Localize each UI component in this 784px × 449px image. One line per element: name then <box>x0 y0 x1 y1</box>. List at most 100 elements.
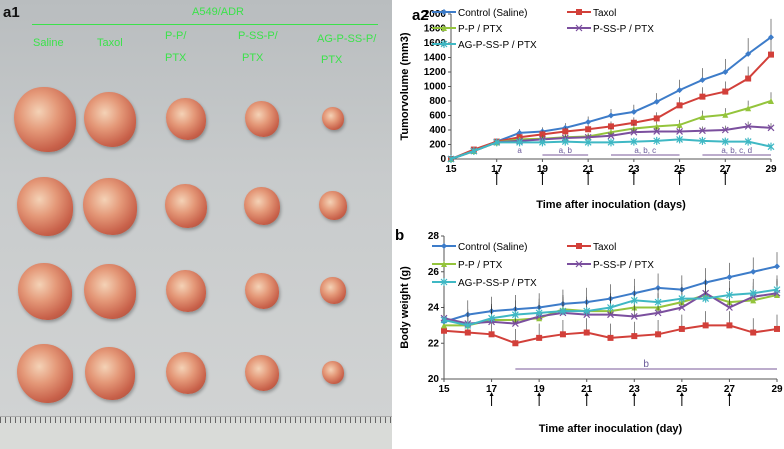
data-point <box>585 119 592 126</box>
data-point <box>726 274 733 281</box>
data-point <box>441 243 447 249</box>
legend-label: P-P / PTX <box>458 260 503 271</box>
tumor-sample <box>84 264 136 319</box>
arrow-head-icon <box>489 392 494 396</box>
tumor-sample <box>14 87 76 153</box>
data-point <box>699 93 706 100</box>
x-tick-label: 23 <box>629 384 641 395</box>
data-point <box>583 307 591 316</box>
data-point <box>676 128 683 135</box>
x-tick-label: 21 <box>583 164 595 175</box>
data-point <box>539 131 546 138</box>
data-point <box>440 40 448 48</box>
legend-label: P-SS-P / PTX <box>593 24 654 35</box>
tumor-sample <box>166 270 206 312</box>
data-point <box>745 50 752 57</box>
data-point <box>750 297 757 304</box>
tumor-sample <box>322 361 344 385</box>
column-label-agpssp: AG-P-SS-P/ <box>317 33 377 45</box>
data-point <box>750 268 757 275</box>
data-point <box>653 136 661 145</box>
data-point <box>726 304 733 311</box>
y-tick-label: 24 <box>428 303 440 314</box>
tumor-sample <box>319 191 347 221</box>
data-point <box>721 126 729 134</box>
tumor-sample <box>245 101 279 137</box>
arrow-head-icon <box>584 392 589 396</box>
data-point <box>630 313 638 320</box>
x-tick-label: 27 <box>720 164 732 175</box>
data-point <box>653 98 660 105</box>
data-point <box>511 310 519 319</box>
group-label: A549/ADR <box>192 6 244 18</box>
data-point <box>559 307 567 316</box>
x-tick-label: 17 <box>491 164 503 175</box>
significance-label: a, b <box>559 146 573 155</box>
arrow-head-icon <box>540 170 545 174</box>
data-point <box>511 320 519 328</box>
data-point <box>773 285 781 294</box>
data-point <box>744 122 752 130</box>
panel-label-a1: a1 <box>3 4 20 21</box>
x-tick-label: 23 <box>628 164 640 175</box>
legend-label: AG-P-SS-P / PTX <box>458 278 537 289</box>
x-tick-label: 25 <box>674 164 686 175</box>
tumor-sample <box>165 184 207 229</box>
tumor-sample <box>17 344 73 403</box>
data-point <box>745 75 752 82</box>
column-label-pp: P-P/ <box>165 30 187 42</box>
panel-label: b <box>395 227 404 244</box>
data-point <box>654 298 662 307</box>
data-point <box>745 105 752 112</box>
tumor-sample <box>244 187 280 225</box>
column-label-saline: Saline <box>33 37 64 49</box>
arrow-head-icon <box>679 392 684 396</box>
data-point <box>768 98 774 104</box>
data-point <box>678 304 686 311</box>
arrow-head-icon <box>494 170 499 174</box>
data-point <box>702 294 710 303</box>
significance-label: b <box>643 359 649 370</box>
significance-label: a <box>517 146 522 155</box>
data-point <box>699 76 706 83</box>
charts: a2 15 17 19 21 23 25 27 29 0 200 400 600 800 1000 1200 1… <box>395 7 783 435</box>
y-tick-label: 200 <box>429 140 446 151</box>
arrow-head-icon <box>723 170 728 174</box>
data-point <box>653 115 660 122</box>
ruler <box>0 416 392 449</box>
data-point <box>630 119 637 126</box>
data-point <box>441 9 447 15</box>
data-point <box>744 137 752 146</box>
data-point <box>699 127 706 135</box>
data-point <box>584 138 592 147</box>
data-point <box>676 102 683 109</box>
data-point <box>722 111 729 118</box>
data-point <box>470 147 478 156</box>
data-point <box>630 296 638 305</box>
data-point <box>576 9 582 15</box>
data-point <box>608 123 614 130</box>
data-point <box>726 322 733 329</box>
data-point <box>699 136 706 145</box>
column-label-pp-2: PTX <box>165 52 187 64</box>
data-point <box>512 340 519 347</box>
x-axis-title: Time after inoculation (days) <box>536 199 686 211</box>
x-tick-label: 29 <box>765 164 777 175</box>
data-point <box>630 108 637 115</box>
data-point <box>631 333 638 340</box>
data-point <box>493 138 501 147</box>
data-point <box>440 278 448 286</box>
tumor-sample <box>85 347 135 400</box>
data-point <box>441 25 447 31</box>
x-tick-label: 17 <box>486 384 498 395</box>
data-point <box>561 137 569 146</box>
x-tick-label: 15 <box>445 164 457 175</box>
legend-label: Taxol <box>593 242 616 253</box>
data-point <box>441 322 447 329</box>
data-point <box>749 289 757 298</box>
data-point <box>655 331 662 338</box>
data-point <box>774 325 780 332</box>
data-point <box>559 331 566 338</box>
group-divider <box>32 24 378 25</box>
data-point <box>488 331 495 338</box>
